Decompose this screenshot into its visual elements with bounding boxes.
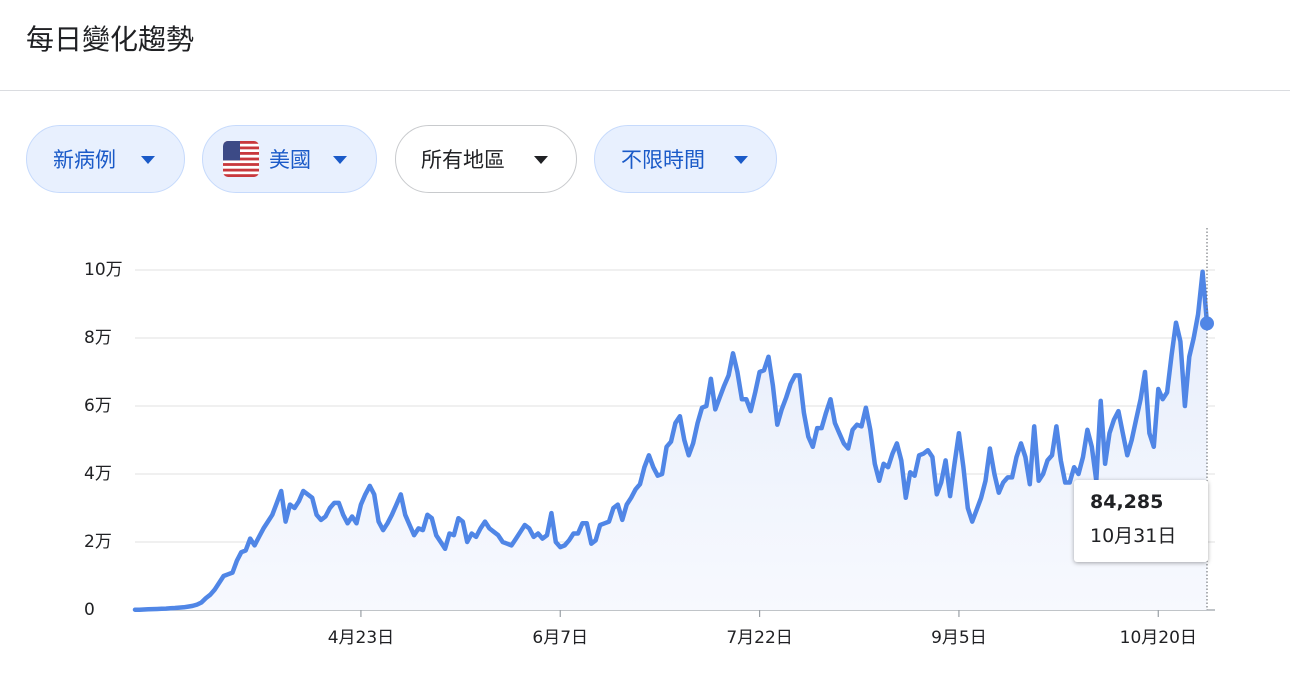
dropdown-arrow <box>141 156 155 164</box>
tooltip-value: 84,285 <box>1090 491 1164 513</box>
y-tick-label: 6万 <box>84 396 112 416</box>
page-title: 每日變化趨勢 <box>26 23 195 56</box>
area <box>135 271 1207 610</box>
filter-chip[interactable]: 美國 <box>202 125 377 193</box>
tooltip-date: 10月31日 <box>1090 525 1177 547</box>
divider <box>0 90 1290 91</box>
dropdown-arrow <box>333 156 347 164</box>
dropdown-arrow <box>734 156 748 164</box>
x-tick-label: 4月23日 <box>328 628 394 648</box>
chip-label: 所有地區 <box>421 148 505 172</box>
us-flag <box>223 141 259 177</box>
x-tick-label: 7月22日 <box>726 628 792 648</box>
filter-chip[interactable]: 不限時間 <box>594 125 777 193</box>
chip-label: 新病例 <box>53 148 116 172</box>
filter-chip[interactable]: 所有地區 <box>395 125 577 193</box>
tooltip: 84,285 10月31日 <box>1074 480 1208 562</box>
chip-label: 美國 <box>269 148 311 172</box>
line <box>132 269 1210 612</box>
x-tick-label: 10月20日 <box>1120 628 1197 648</box>
dropdown-arrow <box>534 156 548 164</box>
y-tick-label: 10万 <box>84 260 123 280</box>
filter-chip[interactable]: 新病例 <box>26 125 185 193</box>
chart: 0 2万 4万 6万 8万 10万 4月23日 6月7日 7月22日 9月5日 10月20日 <box>84 228 1215 648</box>
hover-point <box>1200 316 1214 331</box>
x-tick-label: 6月7日 <box>532 628 588 648</box>
y-tick-label: 4万 <box>84 464 112 484</box>
chip-label: 不限時間 <box>621 148 705 172</box>
y-tick-label: 2万 <box>84 532 112 552</box>
x-tick-label: 9月5日 <box>931 628 987 648</box>
y-tick-label: 8万 <box>84 328 112 348</box>
y-tick-label: 0 <box>84 600 95 620</box>
